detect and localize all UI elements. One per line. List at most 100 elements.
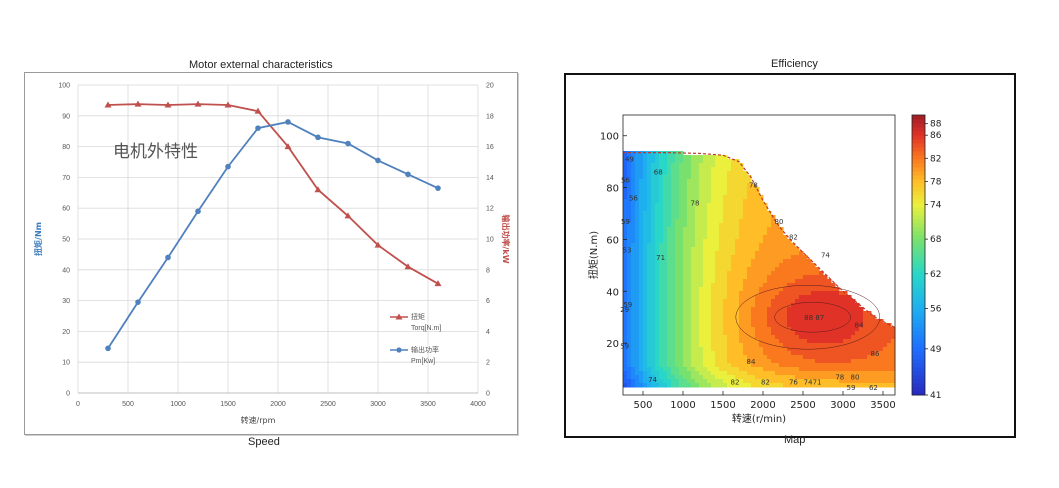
- efficiency-cell: [675, 251, 680, 256]
- efficiency-cell: [695, 263, 700, 268]
- contour-label: 78: [835, 373, 844, 381]
- efficiency-cell: [671, 287, 676, 292]
- efficiency-cell: [687, 311, 692, 316]
- efficiency-cell: [655, 275, 660, 280]
- right-chart-caption: Map: [784, 434, 806, 446]
- efficiency-cell: [739, 239, 744, 244]
- efficiency-cell: [743, 263, 748, 268]
- efficiency-cell: [731, 275, 736, 280]
- contour-label: 59: [621, 218, 630, 226]
- efficiency-cell: [659, 179, 664, 184]
- efficiency-cell: [735, 327, 740, 332]
- efficiency-cell: [851, 339, 856, 344]
- efficiency-cell: [711, 303, 716, 308]
- efficiency-cell: [751, 351, 756, 356]
- efficiency-cell: [703, 191, 708, 196]
- efficiency-cell: [751, 191, 756, 196]
- efficiency-cell: [695, 235, 700, 240]
- efficiency-cell: [627, 243, 632, 248]
- efficiency-cell: [671, 231, 676, 236]
- efficiency-cell: [719, 235, 724, 240]
- efficiency-cell: [751, 287, 756, 292]
- efficiency-cell: [787, 335, 792, 340]
- efficiency-cell: [791, 335, 796, 340]
- efficiency-cell: [639, 327, 644, 332]
- efficiency-cell: [727, 183, 732, 188]
- efficiency-cell: [655, 315, 660, 320]
- efficiency-cell: [763, 367, 768, 372]
- efficiency-cell: [683, 155, 688, 160]
- efficiency-cell: [695, 227, 700, 232]
- efficiency-cell: [691, 383, 696, 388]
- efficiency-cell: [783, 351, 788, 356]
- efficiency-cell: [867, 335, 872, 340]
- efficiency-cell: [679, 371, 684, 376]
- efficiency-cell: [671, 251, 676, 256]
- efficiency-cell: [771, 275, 776, 280]
- efficiency-cell: [643, 383, 648, 388]
- efficiency-cell: [739, 291, 744, 296]
- efficiency-cell: [843, 351, 848, 356]
- efficiency-cell: [707, 203, 712, 208]
- efficiency-cell: [643, 267, 648, 272]
- efficiency-cell: [707, 371, 712, 376]
- efficiency-cell: [763, 299, 768, 304]
- efficiency-cell: [711, 335, 716, 340]
- efficiency-cell: [723, 195, 728, 200]
- efficiency-cell: [679, 247, 684, 252]
- efficiency-cell: [703, 363, 708, 368]
- efficiency-cell: [859, 319, 864, 324]
- efficiency-cell: [739, 279, 744, 284]
- efficiency-cell: [887, 343, 892, 348]
- efficiency-cell: [811, 307, 816, 312]
- efficiency-cell: [663, 271, 668, 276]
- efficiency-cell: [683, 247, 688, 252]
- colorbar-segment: [912, 139, 925, 144]
- efficiency-cell: [675, 351, 680, 356]
- efficiency-cell: [623, 219, 628, 224]
- efficiency-cell: [851, 303, 856, 308]
- efficiency-cell: [711, 371, 716, 376]
- efficiency-cell: [719, 311, 724, 316]
- efficiency-cell: [811, 311, 816, 316]
- efficiency-cell: [759, 359, 764, 364]
- efficiency-cell: [883, 355, 888, 360]
- efficiency-cell: [799, 299, 804, 304]
- efficiency-cell: [731, 267, 736, 272]
- efficiency-cell: [831, 331, 836, 336]
- efficiency-cell: [647, 179, 652, 184]
- efficiency-cell: [859, 375, 864, 380]
- efficiency-cell: [699, 239, 704, 244]
- efficiency-cell: [847, 323, 852, 328]
- efficiency-cell: [867, 379, 872, 384]
- contour-label: 84: [855, 322, 864, 330]
- efficiency-cell: [711, 383, 716, 388]
- efficiency-cell: [695, 267, 700, 272]
- efficiency-cell: [675, 283, 680, 288]
- efficiency-cell: [631, 295, 636, 300]
- efficiency-cell: [655, 383, 660, 388]
- efficiency-cell: [883, 327, 888, 332]
- efficiency-cell: [883, 339, 888, 344]
- efficiency-cell: [675, 339, 680, 344]
- efficiency-cell: [707, 259, 712, 264]
- efficiency-cell: [623, 187, 628, 192]
- efficiency-cell: [771, 323, 776, 328]
- contour-label: 78: [691, 200, 700, 208]
- efficiency-cell: [763, 355, 768, 360]
- efficiency-cell: [707, 199, 712, 204]
- efficiency-cell: [643, 347, 648, 352]
- efficiency-cell: [743, 291, 748, 296]
- efficiency-cell: [819, 327, 824, 332]
- efficiency-cell: [719, 191, 724, 196]
- efficiency-cell: [691, 287, 696, 292]
- efficiency-cell: [647, 191, 652, 196]
- efficiency-cell: [655, 235, 660, 240]
- efficiency-cell: [779, 291, 784, 296]
- efficiency-cell: [655, 327, 660, 332]
- efficiency-cell: [743, 267, 748, 272]
- efficiency-cell: [695, 371, 700, 376]
- efficiency-cell: [663, 255, 668, 260]
- efficiency-cell: [799, 375, 804, 380]
- efficiency-cell: [627, 351, 632, 356]
